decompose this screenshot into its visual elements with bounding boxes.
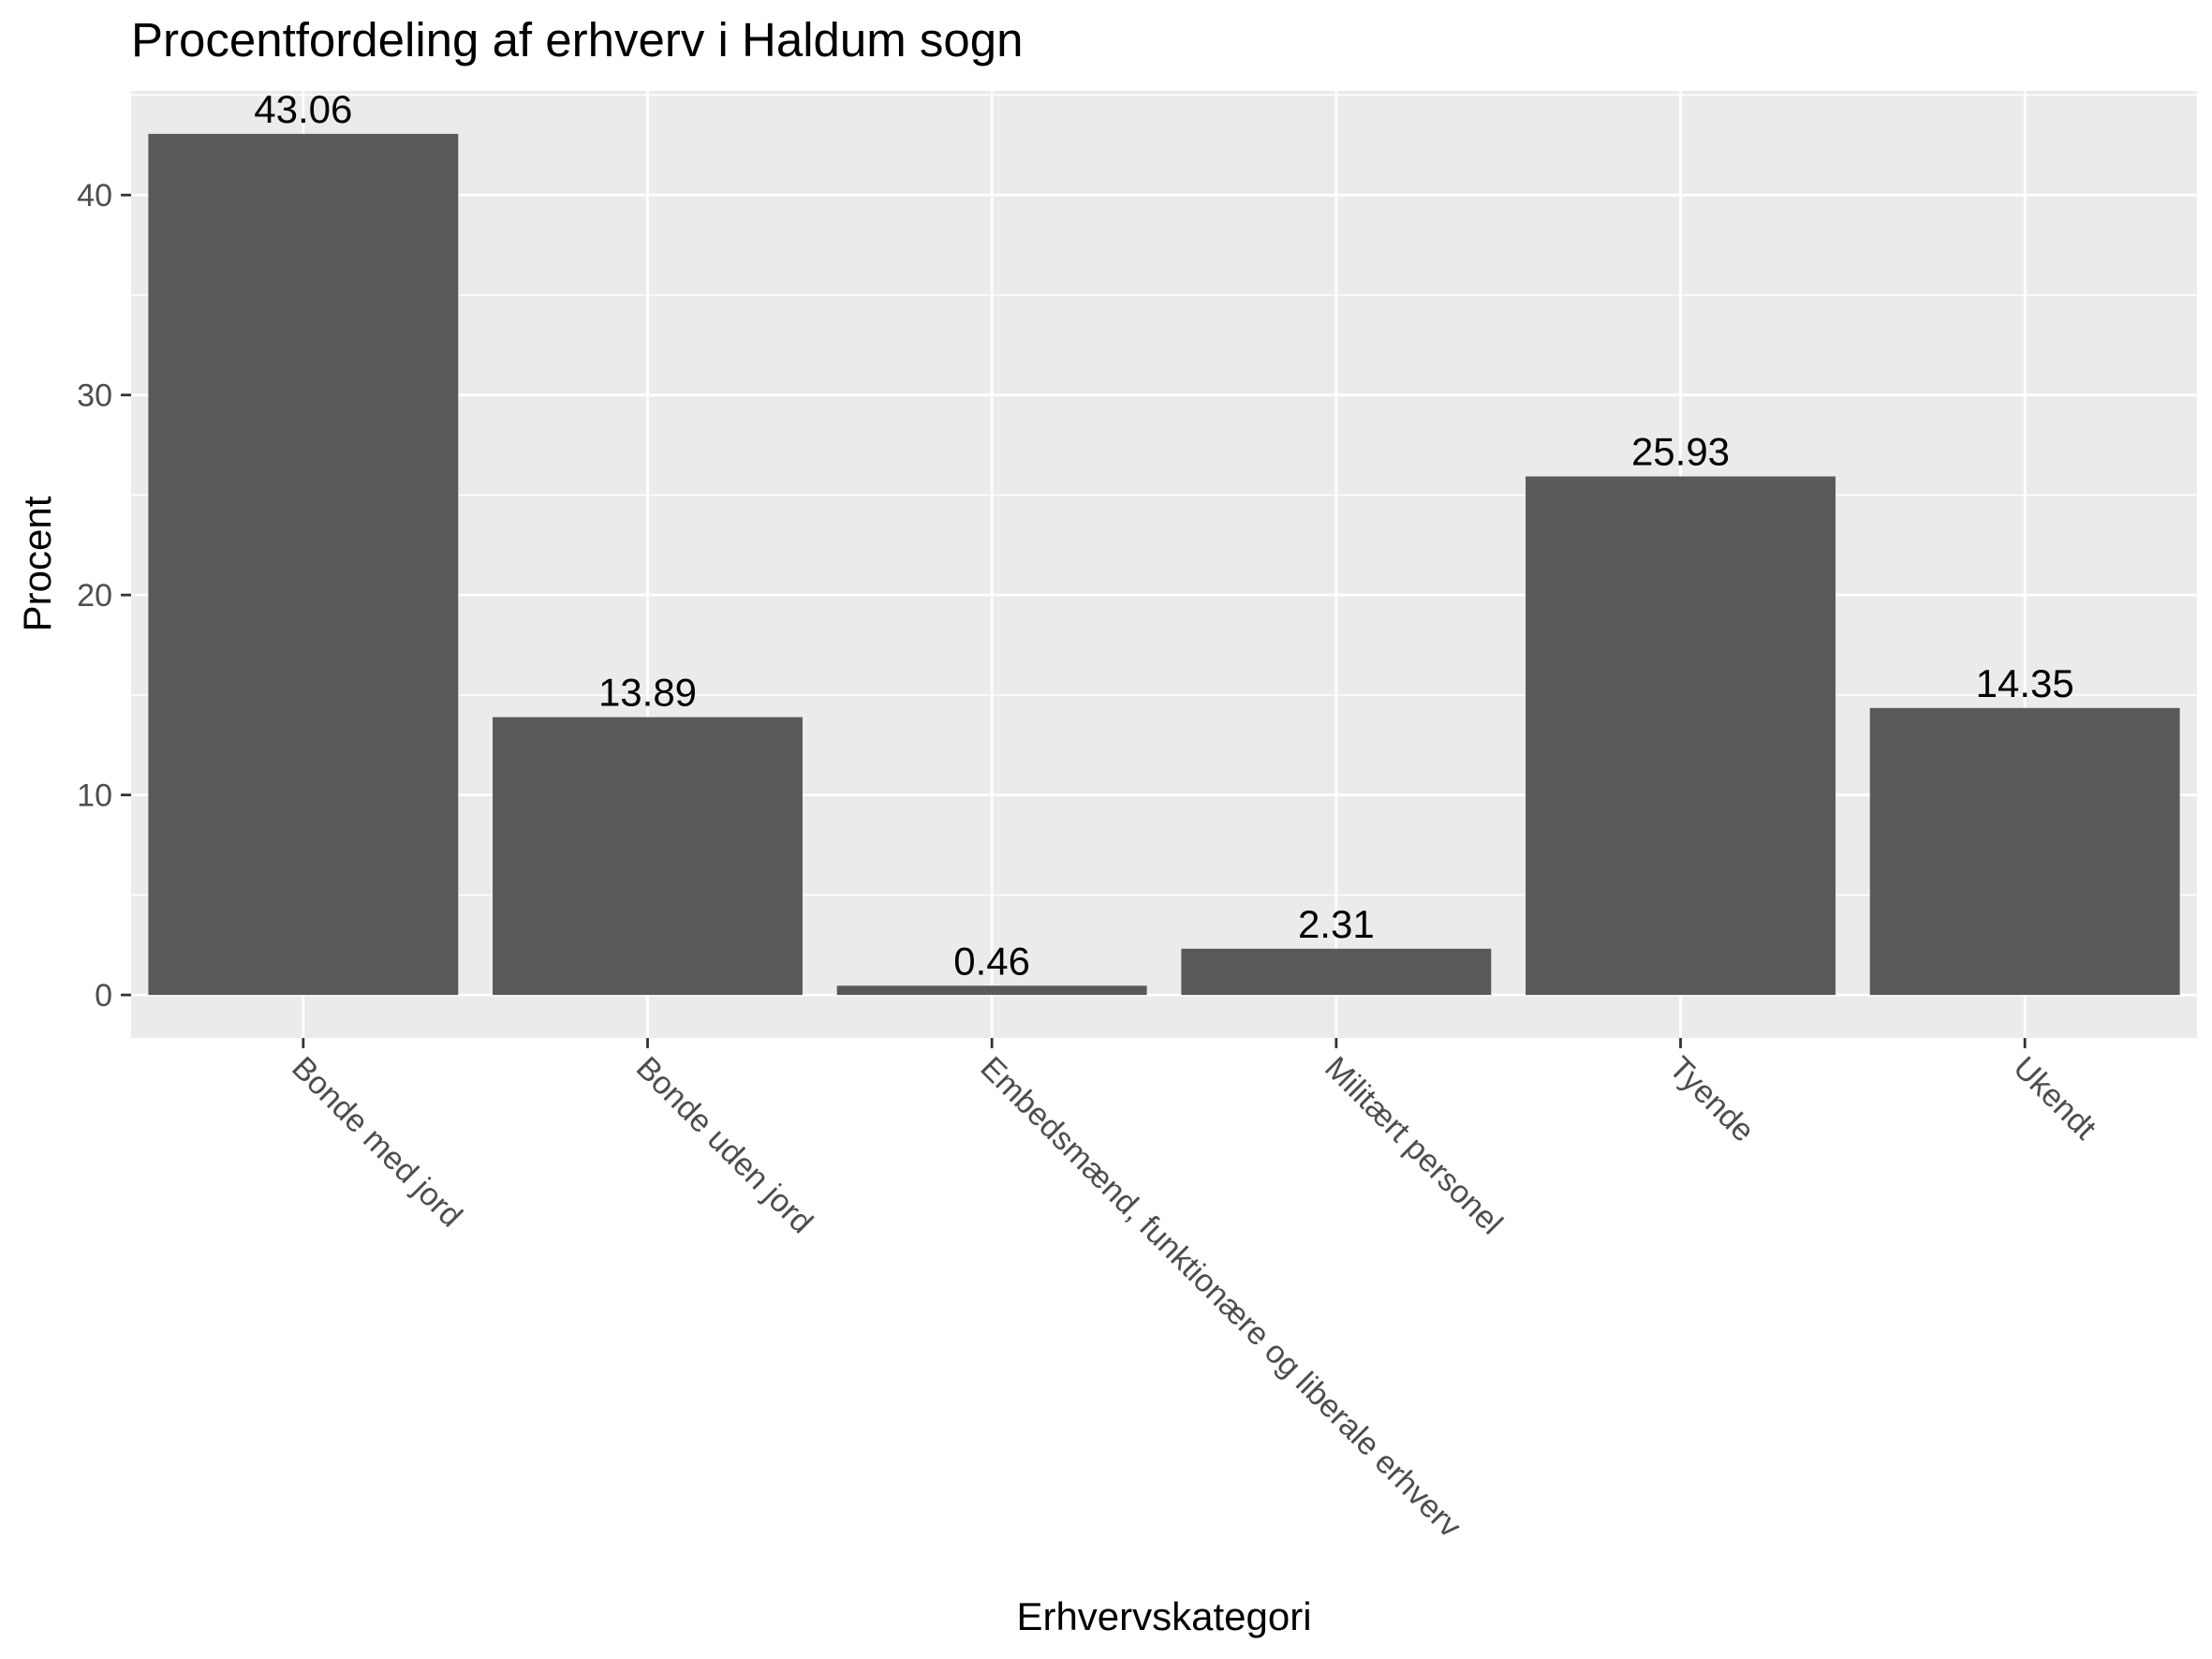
- y-tick-label: 10: [77, 778, 112, 814]
- bar: [1869, 707, 2180, 996]
- y-axis-title: Procent: [15, 496, 59, 631]
- y-tick-label: 20: [77, 578, 112, 614]
- minor-gridlines: [131, 94, 2197, 896]
- bar-value-label: 14.35: [1976, 661, 2074, 705]
- x-axis: Bonde med jord Bonde uden jord Embedsmænd,…: [285, 1038, 2103, 1545]
- bar-value-labels: 43.06 13.89 0.46 2.31 25.93 14.35: [254, 87, 2073, 983]
- bars: [148, 133, 2180, 996]
- y-tick-label: 40: [77, 178, 112, 214]
- x-tick-label: Tyende: [1662, 1050, 1762, 1149]
- x-tick-label: Ukendt: [2007, 1050, 2103, 1147]
- y-axis: 0 10 20 30 40: [77, 178, 131, 1014]
- plot-panel: [131, 91, 2197, 1038]
- x-tick-label: Bonde uden jord: [629, 1050, 819, 1240]
- bar: [1526, 476, 1836, 996]
- bar: [836, 985, 1147, 996]
- bar-value-label: 43.06: [254, 87, 352, 131]
- y-tick-label: 30: [77, 378, 112, 414]
- x-tick-label: Bonde med jord: [285, 1050, 469, 1235]
- x-axis-title: Erhvervskategori: [1016, 1594, 1311, 1638]
- bar: [148, 133, 459, 996]
- bar-value-label: 2.31: [1298, 902, 1375, 946]
- y-tick-label: 0: [95, 978, 112, 1014]
- bar: [493, 717, 803, 996]
- bar-value-label: 0.46: [953, 939, 1030, 983]
- x-tick-label: Militært personel: [1318, 1050, 1510, 1242]
- chart-title: Procentfordeling af erhverv i Haldum sog…: [131, 13, 1024, 67]
- bar: [1181, 948, 1492, 996]
- bar-value-label: 13.89: [598, 671, 697, 715]
- bar-value-label: 25.93: [1631, 430, 1730, 474]
